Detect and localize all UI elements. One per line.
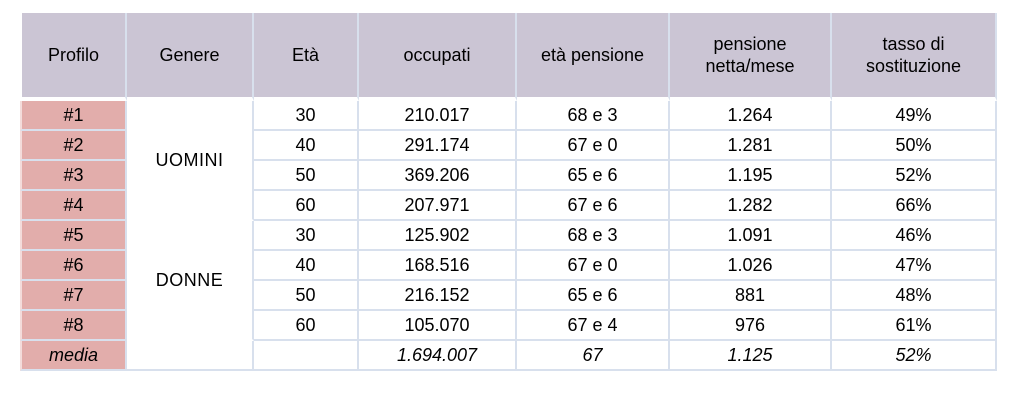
col-header-pensione-netta: pensione netta/mese (670, 13, 832, 101)
cell-eta-3: 50 (254, 161, 359, 191)
cell-tasso-6: 47% (832, 251, 997, 281)
cell-eta-pensione-4: 67 e 6 (517, 191, 670, 221)
cell-eta-pensione-3: 65 e 6 (517, 161, 670, 191)
cell-genere-donne: DONNE (127, 221, 254, 341)
cell-eta-7: 50 (254, 281, 359, 311)
cell-occupati-3: 369.206 (359, 161, 517, 191)
cell-tasso-8: 61% (832, 311, 997, 341)
cell-occupati-1: 210.017 (359, 101, 517, 131)
table-row: #1 UOMINI 30 210.017 68 e 3 1.264 49% (20, 101, 997, 221)
cell-eta-pensione-1: 68 e 3 (517, 101, 670, 131)
cell-occupati-6: 168.516 (359, 251, 517, 281)
cell-tasso-5: 46% (832, 221, 997, 251)
cell-profilo-1: #1 (20, 101, 127, 131)
cell-profilo-8: #8 (20, 311, 127, 341)
cell-profilo-5: #5 (20, 221, 127, 251)
table-row: #6 40 168.516 67 e 0 1.026 47% (20, 251, 997, 281)
cell-eta-5: 30 (254, 221, 359, 251)
cell-tasso-3: 52% (832, 161, 997, 191)
col-header-genere: Genere (127, 13, 254, 101)
col-header-eta: Età (254, 13, 359, 101)
cell-eta-pensione-7: 65 e 6 (517, 281, 670, 311)
cell-eta-2: 40 (254, 131, 359, 161)
cell-pensione-netta-6: 1.026 (670, 251, 832, 281)
cell-profilo-2: #2 (20, 131, 127, 161)
cell-profilo-media: media (20, 341, 127, 371)
cell-tasso-4: 66% (832, 191, 997, 221)
cell-eta-8: 60 (254, 311, 359, 341)
col-header-occupati: occupati (359, 13, 517, 101)
cell-occupati-media: 1.694.007 (359, 341, 517, 371)
cell-pensione-netta-8: 976 (670, 311, 832, 341)
cell-pensione-netta-4: 1.282 (670, 191, 832, 221)
pension-table: Profilo Genere Età occupati età pensione… (20, 13, 997, 371)
cell-eta-pensione-8: 67 e 4 (517, 311, 670, 341)
cell-eta-6: 40 (254, 251, 359, 281)
table-row: #4 60 207.971 67 e 6 1.282 66% (20, 191, 997, 221)
cell-profilo-3: #3 (20, 161, 127, 191)
col-header-eta-pensione: età pensione (517, 13, 670, 101)
table-row: #7 50 216.152 65 e 6 881 48% (20, 281, 997, 311)
cell-profilo-4: #4 (20, 191, 127, 221)
table-row: #8 60 105.070 67 e 4 976 61% (20, 311, 997, 341)
cell-tasso-media: 52% (832, 341, 997, 371)
header-row: Profilo Genere Età occupati età pensione… (20, 13, 997, 101)
cell-profilo-7: #7 (20, 281, 127, 311)
table-footer-row: media 1.694.007 67 1.125 52% (20, 341, 997, 371)
cell-pensione-netta-2: 1.281 (670, 131, 832, 161)
col-header-tasso: tasso di sostituzione (832, 13, 997, 101)
cell-eta-4: 60 (254, 191, 359, 221)
cell-eta-media (254, 341, 359, 371)
cell-eta-pensione-media: 67 (517, 341, 670, 371)
table-row: #5 DONNE 30 125.902 68 e 3 1.091 46% (20, 221, 997, 341)
cell-eta-pensione-6: 67 e 0 (517, 251, 670, 281)
cell-tasso-7: 48% (832, 281, 997, 311)
cell-profilo-6: #6 (20, 251, 127, 281)
cell-pensione-netta-media: 1.125 (670, 341, 832, 371)
cell-occupati-8: 105.070 (359, 311, 517, 341)
cell-tasso-1: 49% (832, 101, 997, 131)
cell-occupati-5: 125.902 (359, 221, 517, 251)
cell-occupati-2: 291.174 (359, 131, 517, 161)
cell-pensione-netta-7: 881 (670, 281, 832, 311)
table-row: #2 40 291.174 67 e 0 1.281 50% (20, 131, 997, 161)
cell-genere-media (127, 341, 254, 371)
cell-eta-pensione-2: 67 e 0 (517, 131, 670, 161)
cell-occupati-7: 216.152 (359, 281, 517, 311)
cell-eta-1: 30 (254, 101, 359, 131)
cell-pensione-netta-3: 1.195 (670, 161, 832, 191)
table-row: #3 50 369.206 65 e 6 1.195 52% (20, 161, 997, 191)
cell-tasso-2: 50% (832, 131, 997, 161)
cell-pensione-netta-1: 1.264 (670, 101, 832, 131)
col-header-profilo: Profilo (20, 13, 127, 101)
cell-occupati-4: 207.971 (359, 191, 517, 221)
cell-eta-pensione-5: 68 e 3 (517, 221, 670, 251)
cell-pensione-netta-5: 1.091 (670, 221, 832, 251)
cell-genere-uomini: UOMINI (127, 101, 254, 221)
